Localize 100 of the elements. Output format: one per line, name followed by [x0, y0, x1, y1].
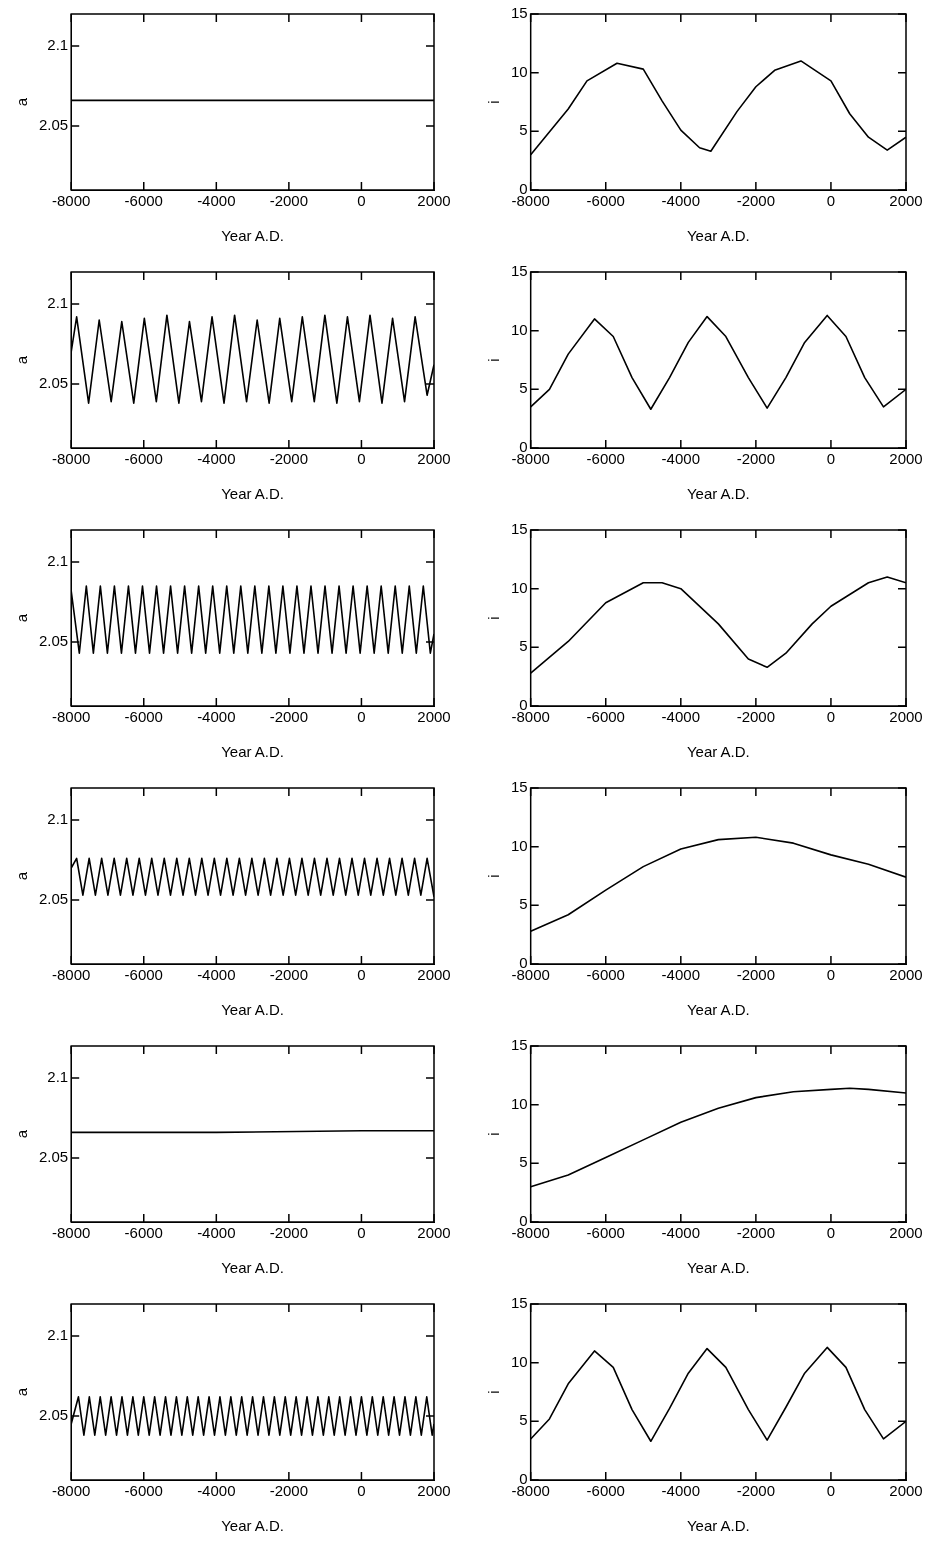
x-tick-label: 0 [357, 450, 366, 468]
y-tick-label: 15 [511, 4, 528, 22]
y-tick-label: 10 [511, 62, 528, 80]
y-tick-label: 2.1 [47, 1068, 69, 1086]
x-tick-label: 0 [357, 1482, 366, 1500]
x-axis-title: Year A.D. [686, 1259, 750, 1277]
x-axis-title: Year A.D. [221, 485, 285, 503]
y-axis-title: i [485, 1390, 503, 1394]
x-tick-label: 0 [826, 708, 836, 726]
y-tick-label: 5 [519, 1153, 528, 1171]
x-axis-title: Year A.D. [221, 1259, 285, 1277]
y-axis-title: i [485, 1132, 503, 1136]
x-tick-label: -6000 [586, 192, 625, 210]
y-axis-title: a [13, 1129, 31, 1139]
x-tick-label: -2000 [736, 450, 776, 468]
x-tick-label: -8000 [52, 1482, 91, 1500]
x-tick-label: 2000 [417, 708, 451, 726]
x-tick-label: -4000 [197, 1224, 236, 1242]
x-tick-label: 2000 [417, 450, 451, 468]
x-tick-label: -2000 [269, 1482, 309, 1500]
x-tick-label: 2000 [417, 1482, 451, 1500]
x-tick-label: -4000 [661, 1482, 700, 1500]
x-tick-label: -8000 [52, 708, 91, 726]
x-tick-label: 0 [826, 192, 836, 210]
x-tick-label: -4000 [661, 966, 700, 984]
x-tick-label: -4000 [661, 1224, 700, 1242]
x-tick-label: 0 [357, 708, 366, 726]
y-tick-label: 2.05 [38, 1148, 69, 1166]
x-tick-label: -2000 [736, 1224, 776, 1242]
x-tick-label: -2000 [269, 708, 309, 726]
x-tick-label: 2000 [889, 1224, 923, 1242]
y-tick-label: 2.1 [47, 36, 69, 54]
x-tick-label: -2000 [269, 450, 309, 468]
x-axis-title: Year A.D. [686, 485, 750, 503]
x-tick-label: -2000 [269, 1224, 309, 1242]
x-tick-label: -2000 [269, 192, 309, 210]
x-axis-title: Year A.D. [686, 227, 750, 245]
x-tick-label: -4000 [197, 708, 236, 726]
x-tick-label: 0 [826, 1482, 836, 1500]
x-tick-label: 0 [826, 1224, 836, 1242]
x-tick-label: 2000 [889, 708, 923, 726]
x-tick-label: -8000 [52, 1224, 91, 1242]
x-tick-label: -4000 [661, 192, 700, 210]
x-tick-label: -8000 [52, 192, 91, 210]
y-tick-label: 10 [511, 1094, 528, 1112]
y-axis-title: i [485, 874, 503, 878]
x-tick-label: -6000 [124, 966, 163, 984]
x-axis-title: Year A.D. [221, 1001, 285, 1019]
x-axis-title: Year A.D. [686, 1517, 750, 1535]
y-tick-label: 5 [519, 379, 528, 397]
x-axis-title: Year A.D. [686, 743, 750, 761]
x-tick-label: 0 [357, 1224, 366, 1242]
x-tick-label: -6000 [124, 1482, 163, 1500]
x-tick-label: -8000 [52, 966, 91, 984]
y-tick-label: 5 [519, 637, 528, 655]
x-tick-label: -4000 [661, 450, 700, 468]
y-tick-label: 2.05 [38, 632, 69, 650]
x-tick-label: 0 [357, 966, 366, 984]
x-tick-label: -6000 [124, 192, 163, 210]
x-tick-label: -6000 [124, 1224, 163, 1242]
y-axis-title: a [13, 355, 31, 365]
y-tick-label: 2.1 [47, 810, 69, 828]
x-tick-label: 0 [826, 450, 836, 468]
y-tick-label: 2.1 [47, 1326, 69, 1344]
x-tick-label: -4000 [661, 708, 700, 726]
x-tick-label: -2000 [736, 192, 776, 210]
y-tick-label: 10 [511, 578, 528, 596]
x-axis-title: Year A.D. [221, 1517, 285, 1535]
x-tick-label: -6000 [586, 1224, 625, 1242]
x-tick-label: -6000 [124, 450, 163, 468]
y-tick-label: 5 [519, 895, 528, 913]
x-tick-label: -6000 [586, 450, 625, 468]
x-tick-label: 2000 [417, 1224, 451, 1242]
y-axis-title: a [13, 1387, 31, 1397]
x-tick-label: 2000 [889, 1482, 923, 1500]
x-tick-label: -4000 [197, 966, 236, 984]
x-axis-title: Year A.D. [221, 227, 285, 245]
y-tick-label: 2.05 [38, 890, 69, 908]
y-axis-title: a [13, 97, 31, 107]
x-tick-label: -2000 [736, 966, 776, 984]
y-tick-label: 2.05 [38, 116, 69, 134]
y-tick-label: 15 [511, 1294, 528, 1312]
x-tick-label: -8000 [52, 450, 91, 468]
y-tick-label: 10 [511, 320, 528, 338]
y-tick-label: 15 [511, 262, 528, 280]
x-tick-label: -2000 [269, 966, 309, 984]
y-tick-label: 2.1 [47, 552, 69, 570]
x-tick-label: -6000 [124, 708, 163, 726]
x-tick-label: 2000 [889, 192, 923, 210]
y-tick-label: 5 [519, 1411, 528, 1429]
y-tick-label: 2.05 [38, 1406, 69, 1424]
y-tick-label: 2.1 [47, 294, 69, 312]
x-tick-label: -6000 [586, 708, 625, 726]
y-axis-title: a [13, 613, 31, 623]
y-tick-label: 2.05 [38, 374, 69, 392]
x-tick-label: 2000 [889, 450, 923, 468]
x-tick-label: 2000 [417, 192, 451, 210]
x-tick-label: -2000 [736, 708, 776, 726]
y-axis-title: i [485, 358, 503, 362]
x-tick-label: -4000 [197, 450, 236, 468]
